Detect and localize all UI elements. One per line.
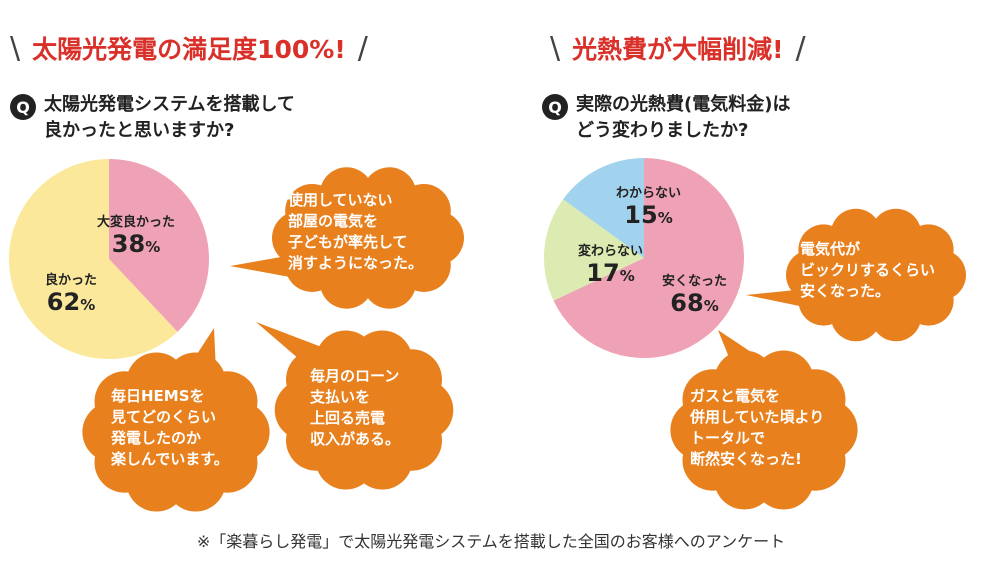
- bubble-line: 支払いを: [310, 388, 371, 406]
- pie-value-label: 62%: [46, 288, 96, 316]
- slash-decoration-left: \: [550, 30, 561, 66]
- bubble-line: 使用していない: [288, 191, 393, 209]
- comment-bubble-hems: 毎日HEMSを 見てどのくらい 発電したのか 楽しんでいます。: [76, 322, 276, 512]
- pie-slice-label: 大変良かった 38%: [97, 211, 175, 261]
- utility-cost-panel: \ 光熱費が大幅削減! / Q 実際の光熱費(電気料金)は どう変わりましたか?: [520, 0, 982, 520]
- bubble-line: 毎日HEMSを: [111, 387, 205, 405]
- survey-footnote: ※「楽暮らし発電」で太陽光発電システムを搭載した全国のお客様へのアンケート: [196, 532, 786, 551]
- q-badge-icon: Q: [542, 94, 568, 120]
- slash-decoration-left: \: [10, 30, 21, 66]
- bubble-line: 併用していた頃より: [690, 408, 825, 426]
- slash-decoration-right: /: [795, 30, 806, 66]
- utility-cost-question: Q 実際の光熱費(電気料金)は どう変わりましたか?: [542, 92, 790, 144]
- bubble-line: ビックリするくらい: [800, 261, 936, 279]
- satisfaction-heading-text: 太陽光発電の満足度100%!: [32, 35, 346, 64]
- comment-bubble-electric-bill: 電気代が ビックリするくらい 安くなった。: [744, 199, 972, 345]
- pie-slice: [553, 158, 744, 358]
- question-line: 太陽光発電システムを搭載して: [44, 94, 295, 115]
- satisfaction-heading: \ 太陽光発電の満足度100%! /: [10, 30, 368, 66]
- slash-decoration-right: /: [357, 30, 368, 66]
- bubble-text: 電気代が ビックリするくらい 安くなった。: [800, 239, 935, 302]
- bubble-text: 毎日HEMSを 見てどのくらい 発電したのか 楽しんでいます。: [111, 386, 229, 470]
- bubble-line: トータルで: [690, 429, 766, 447]
- bubble-text: 使用していない 部屋の電気を 子どもが率先して 消すようになった。: [288, 190, 423, 274]
- speech-bubble-shape: [256, 322, 454, 490]
- question-line: 実際の光熱費(電気料金)は: [576, 94, 791, 115]
- pie-value-label: 15%: [624, 201, 673, 229]
- comment-bubble-gas-electric: ガスと電気を 併用していた頃より トータルで 断然安くなった!: [662, 328, 866, 510]
- pie-value-label: 17%: [586, 259, 635, 287]
- pie-slice: [109, 159, 209, 332]
- question-line: 良かったと思いますか?: [44, 120, 235, 141]
- bubble-line: 断然安くなった!: [690, 450, 802, 468]
- satisfaction-question: Q 太陽光発電システムを搭載して 良かったと思いますか?: [10, 92, 295, 144]
- speech-bubble-shape: [670, 330, 858, 510]
- question-line: どう変わりましたか?: [576, 120, 749, 141]
- speech-bubble-shape: [746, 208, 966, 342]
- bubble-line: 発電したのか: [111, 429, 202, 447]
- speech-bubble-shape: [230, 167, 464, 309]
- satisfaction-pie-chart: [8, 159, 209, 359]
- bubble-line: 子どもが率先して: [288, 233, 408, 251]
- speech-bubble-shape: [82, 328, 270, 512]
- bubble-line: 見てどのくらい: [111, 408, 217, 426]
- bubble-line: 収入がある。: [310, 430, 401, 448]
- q-badge-icon: Q: [10, 94, 36, 120]
- bubble-line: 電気代が: [800, 240, 861, 258]
- pie-category-label: 大変良かった: [97, 215, 176, 230]
- pie-value-label: 68%: [670, 289, 719, 317]
- satisfaction-question-text: 太陽光発電システムを搭載して 良かったと思いますか?: [44, 92, 295, 144]
- bubble-text: 毎月のローン 支払いを 上回る売電 収入がある。: [310, 366, 400, 450]
- satisfaction-panel: \ 太陽光発電の満足度100%! / Q 太陽光発電システムを搭載して 良かった…: [0, 0, 490, 520]
- pie-slice: [8, 159, 178, 359]
- pie-category-label: 良かった: [45, 273, 98, 288]
- bubble-line: 楽しんでいます。: [111, 450, 229, 468]
- utility-cost-question-text: 実際の光熱費(電気料金)は どう変わりましたか?: [576, 92, 790, 144]
- bubble-text: ガスと電気を 併用していた頃より トータルで 断然安くなった!: [690, 386, 824, 470]
- utility-cost-heading-text: 光熱費が大幅削減!: [572, 35, 784, 64]
- pie-slice-label: わからない 15%: [616, 182, 681, 232]
- bubble-line: 上回る売電: [310, 409, 386, 427]
- bubble-line: 消すようになった。: [288, 254, 424, 272]
- bubble-line: 毎月のローン: [310, 367, 400, 385]
- bubble-line: 部屋の電気を: [288, 212, 379, 230]
- bubble-line: 安くなった。: [800, 282, 891, 300]
- pie-slice-label: 変わらない 17%: [578, 240, 643, 290]
- pie-category-label: 安くなった: [662, 274, 728, 289]
- pie-slice: [544, 199, 644, 301]
- utility-cost-pie-chart: [544, 158, 744, 358]
- comment-bubble-loan: 毎月のローン 支払いを 上回る売電 収入がある。: [252, 316, 454, 492]
- comment-bubble-lights: 使用していない 部屋の電気を 子どもが率先して 消すようになった。: [228, 158, 468, 314]
- bubble-line: ガスと電気を: [690, 387, 781, 405]
- pie-category-label: 変わらない: [578, 244, 644, 259]
- pie-slice: [563, 158, 644, 258]
- pie-slice-label: 良かった 62%: [45, 269, 97, 319]
- pie-value-label: 38%: [111, 230, 161, 258]
- pie-slice-label: 安くなった 68%: [662, 270, 727, 320]
- pie-category-label: わからない: [616, 186, 682, 201]
- utility-cost-heading: \ 光熱費が大幅削減! /: [550, 30, 806, 66]
